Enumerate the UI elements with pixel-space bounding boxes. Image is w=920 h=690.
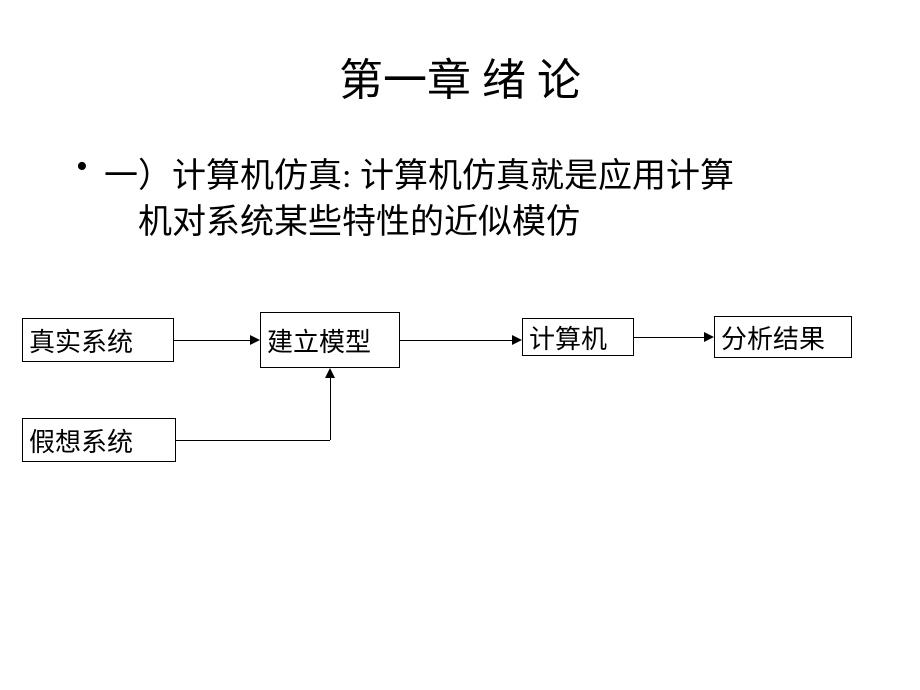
node-hypothetical: 假想系统 bbox=[22, 418, 176, 462]
node-computer: 计算机 bbox=[522, 318, 634, 356]
node-analysis: 分析结果 bbox=[714, 316, 852, 358]
arrow-line bbox=[330, 378, 331, 440]
arrow-line bbox=[176, 440, 330, 441]
arrow-head-icon bbox=[512, 335, 522, 345]
node-real_system: 真实系统 bbox=[22, 318, 174, 362]
arrow-line bbox=[174, 340, 250, 341]
bullet-line2: 机对系统某些特性的近似模仿 bbox=[138, 194, 580, 243]
arrow-line bbox=[634, 337, 704, 338]
bullet-line1: 一）计算机仿真: 计算机仿真就是应用计算 bbox=[104, 148, 734, 197]
arrow-line bbox=[400, 340, 512, 341]
page-title: 第一章 绪 论 bbox=[0, 44, 920, 108]
arrow-head-icon bbox=[325, 368, 335, 378]
arrow-head-icon bbox=[250, 335, 260, 345]
arrow-head-icon bbox=[704, 332, 714, 342]
bullet-dot: • bbox=[76, 148, 88, 186]
node-build_model: 建立模型 bbox=[260, 312, 400, 368]
